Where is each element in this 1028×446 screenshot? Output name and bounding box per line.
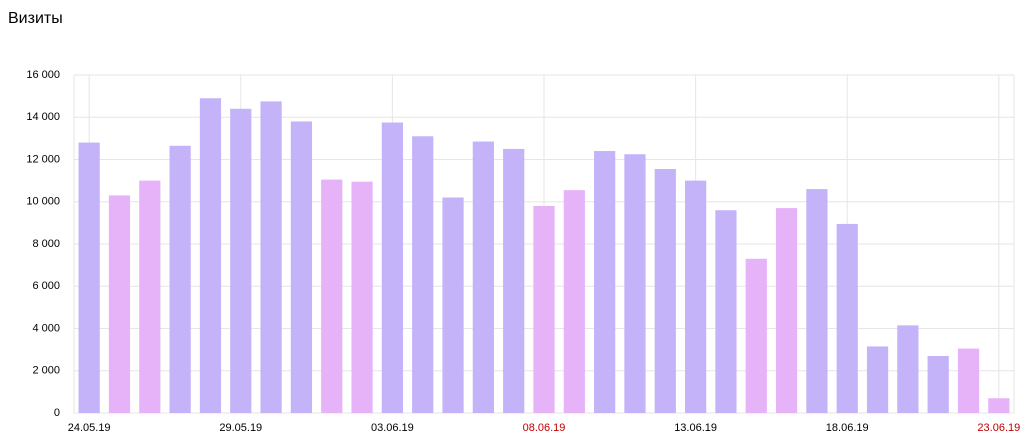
y-tick-label: 8 000	[32, 238, 60, 250]
y-tick-label: 6 000	[32, 280, 60, 292]
bar	[533, 205, 555, 413]
bar	[169, 145, 191, 414]
chart-title: Визиты	[8, 10, 63, 27]
y-tick-label: 4 000	[32, 322, 60, 334]
bar	[927, 355, 949, 413]
x-tick-label: 23.06.19	[977, 422, 1020, 434]
bar	[472, 141, 494, 413]
bar	[654, 169, 676, 413]
bar	[290, 121, 313, 413]
y-tick-label: 12 000	[26, 153, 60, 165]
bar	[139, 180, 161, 413]
x-tick-label: 29.05.19	[219, 422, 262, 434]
y-tick-label: 14 000	[26, 111, 60, 123]
bar	[806, 189, 828, 413]
bar	[442, 197, 464, 413]
bar	[836, 223, 858, 413]
x-tick-label: 03.06.19	[371, 422, 414, 434]
bar	[260, 101, 282, 413]
bar	[412, 136, 434, 413]
y-tick-label: 10 000	[26, 196, 60, 208]
y-tick-label: 0	[54, 407, 60, 419]
x-tick-label: 13.06.19	[674, 422, 717, 434]
x-tick-label: 08.06.19	[523, 422, 566, 434]
bar	[988, 398, 1010, 413]
bar	[230, 108, 252, 414]
bar	[321, 179, 343, 413]
bar	[108, 195, 131, 413]
bar	[685, 180, 707, 413]
bar	[715, 210, 737, 413]
bar	[381, 122, 403, 413]
bar	[745, 258, 767, 413]
x-tick-label: 24.05.19	[68, 422, 111, 434]
bar	[866, 346, 889, 413]
bar	[594, 151, 616, 414]
bar	[503, 148, 525, 413]
y-tick-label: 2 000	[32, 365, 60, 377]
bar	[957, 348, 980, 413]
bar	[563, 190, 585, 413]
bar	[897, 325, 919, 413]
bar	[775, 208, 798, 413]
x-tick-label: 18.06.19	[826, 422, 869, 434]
bar	[624, 154, 646, 413]
y-tick-label: 16 000	[26, 69, 60, 81]
bar	[78, 142, 100, 413]
bar	[199, 98, 222, 414]
bar	[351, 181, 373, 413]
